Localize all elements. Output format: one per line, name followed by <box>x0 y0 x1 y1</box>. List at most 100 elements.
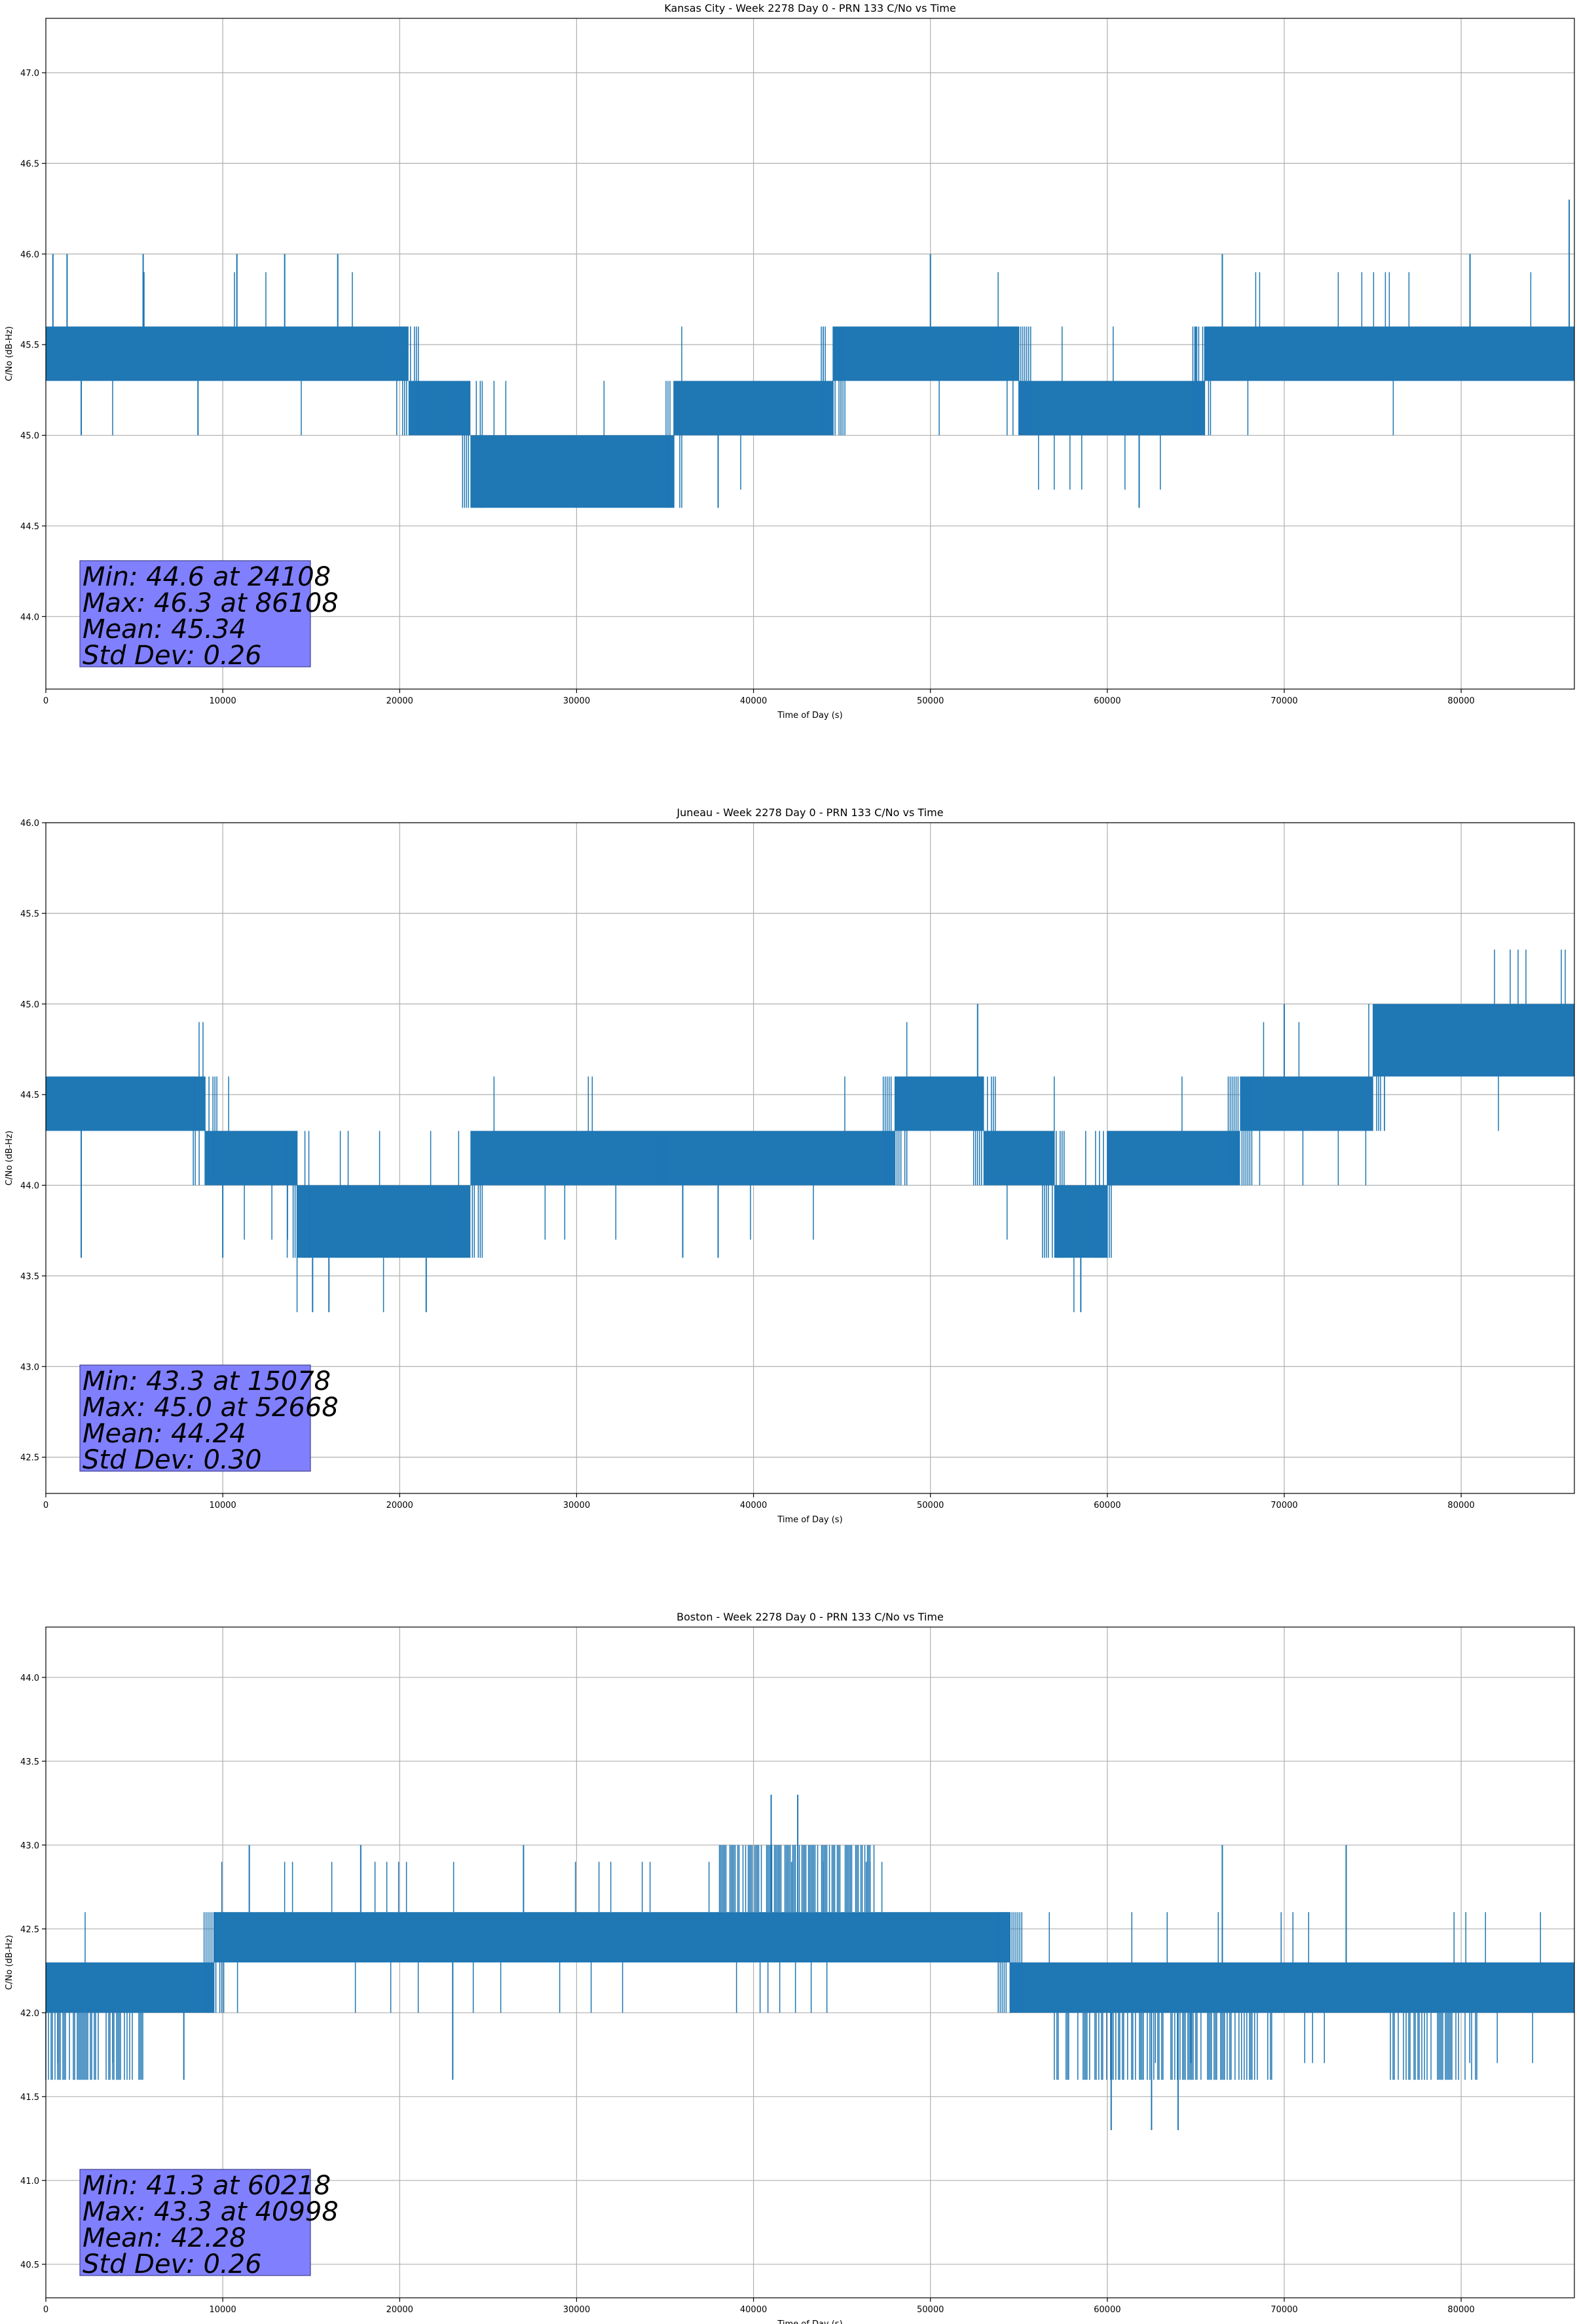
stats-box <box>79 560 311 667</box>
y-tick-label: 44.0 <box>20 612 39 622</box>
data-band <box>833 326 1019 381</box>
x-tick-label: 70000 <box>1271 696 1297 706</box>
x-tick-label: 50000 <box>917 696 944 706</box>
x-tick-label: 50000 <box>917 2305 944 2315</box>
x-axis-label: Time of Day (s) <box>777 1515 842 1525</box>
x-tick-label: 50000 <box>917 1501 944 1510</box>
x-tick-label: 30000 <box>563 696 590 706</box>
x-tick-label: 0 <box>43 696 48 706</box>
x-tick-label: 20000 <box>386 1501 413 1510</box>
chart-panel-2: 0 10000 20000 30000 40000 50000 60000 70000 8000… <box>5 1611 1575 2324</box>
stats-min: Min: 41.3 at 60218 <box>83 2171 331 2201</box>
data-band <box>1107 1131 1240 1186</box>
data-series-0 <box>46 199 1574 508</box>
stats-std: Std Dev: 0.26 <box>83 641 262 671</box>
x-tick-label: 60000 <box>1094 696 1121 706</box>
data-band <box>1373 1003 1574 1077</box>
data-band <box>1018 381 1205 436</box>
x-axis-label: Time of Day (s) <box>777 2319 842 2324</box>
y-tick-label: 43.0 <box>20 1362 39 1372</box>
x-tick-label: 70000 <box>1271 2305 1297 2315</box>
y-tick-label: 43.0 <box>20 1841 39 1851</box>
stats-min: Min: 44.6 at 24108 <box>83 562 331 592</box>
x-tick-label: 0 <box>43 2305 48 2315</box>
x-axis-label: Time of Day (s) <box>777 711 842 721</box>
y-tick-label: 42.5 <box>20 1925 39 1935</box>
chart-title: Juneau - Week 2278 Day 0 - PRN 133 C/No … <box>676 806 943 819</box>
data-band <box>470 1131 656 1186</box>
y-axis-label: C/No (dB-Hz) <box>5 1131 14 1186</box>
data-band <box>1204 326 1574 381</box>
chart-title: Kansas City - Week 2278 Day 0 - PRN 133 … <box>664 2 955 14</box>
x-tick-label: 20000 <box>386 696 413 706</box>
chart-panel-1: 0 10000 20000 30000 40000 50000 60000 70000 8000… <box>5 806 1575 1525</box>
y-tick-label: 44.0 <box>20 1674 39 1683</box>
y-tick-label: 41.5 <box>20 2093 39 2103</box>
y-tick-label: 44.5 <box>20 1091 39 1100</box>
plot-frame <box>45 18 1575 690</box>
y-tick-label: 45.0 <box>20 1000 39 1010</box>
data-band <box>46 326 409 381</box>
y-tick-label: 46.0 <box>20 250 39 260</box>
stats-mean: Mean: 45.34 <box>83 614 246 645</box>
x-tick-label: 60000 <box>1094 1501 1121 1510</box>
data-band <box>1010 1962 1574 2013</box>
y-tick-label: 45.5 <box>20 341 39 350</box>
x-tick-label: 0 <box>43 1501 48 1510</box>
data-band <box>1054 1185 1107 1258</box>
y-axis-label: C/No (dB-Hz) <box>5 326 14 381</box>
data-band <box>213 1912 1011 1962</box>
y-tick-label: 44.5 <box>20 522 39 532</box>
y-tick-label: 42.5 <box>20 1453 39 1463</box>
data-band <box>297 1185 471 1258</box>
stats-max: Max: 43.3 at 40998 <box>83 2197 339 2227</box>
plot-frame <box>45 1626 1575 2298</box>
y-tick-label: 47.0 <box>20 69 39 79</box>
y-tick-label: 46.0 <box>20 819 39 829</box>
data-band <box>895 1076 984 1131</box>
x-tick-label: 40000 <box>740 2305 767 2315</box>
data-band <box>408 381 471 436</box>
stats-std: Std Dev: 0.30 <box>83 1445 262 1475</box>
x-tick-label: 70000 <box>1271 1501 1297 1510</box>
stats-box <box>79 2169 311 2276</box>
y-tick-label: 46.5 <box>20 159 39 169</box>
x-tick-label: 10000 <box>209 696 236 706</box>
stats-std: Std Dev: 0.26 <box>83 2249 262 2279</box>
stats-mean: Mean: 44.24 <box>83 1419 246 1449</box>
stats-min: Min: 43.3 at 15078 <box>83 1366 331 1396</box>
plot-frame <box>45 822 1575 1494</box>
data-band <box>46 1076 206 1131</box>
y-tick-label: 43.5 <box>20 1272 39 1282</box>
x-tick-label: 60000 <box>1094 2305 1121 2315</box>
x-tick-label: 10000 <box>209 1501 236 1510</box>
y-tick-label: 40.5 <box>20 2260 39 2270</box>
data-band <box>983 1131 1054 1186</box>
chart-title: Boston - Week 2278 Day 0 - PRN 133 C/No … <box>677 1611 944 1623</box>
stats-box <box>79 1364 311 1472</box>
x-tick-label: 10000 <box>209 2305 236 2315</box>
x-tick-label: 20000 <box>386 2305 413 2315</box>
chart-panel-0: 0 10000 20000 30000 40000 50000 60000 70000 8000… <box>5 2 1575 721</box>
x-tick-label: 40000 <box>740 696 767 706</box>
data-series-1 <box>46 949 1574 1313</box>
x-tick-label: 30000 <box>563 1501 590 1510</box>
data-band <box>656 1131 895 1186</box>
data-band <box>470 435 674 508</box>
x-tick-label: 30000 <box>563 2305 590 2315</box>
x-tick-label: 80000 <box>1447 696 1474 706</box>
y-tick-label: 45.5 <box>20 909 39 919</box>
data-band <box>673 381 834 436</box>
data-band <box>1240 1076 1373 1131</box>
y-tick-label: 45.0 <box>20 432 39 441</box>
data-series-2 <box>45 1795 1574 2130</box>
x-tick-label: 40000 <box>740 1501 767 1510</box>
y-tick-label: 43.5 <box>20 1757 39 1767</box>
y-tick-label: 42.0 <box>20 2009 39 2019</box>
y-axis-label: C/No (dB-Hz) <box>5 1935 14 1990</box>
x-tick-label: 80000 <box>1447 2305 1474 2315</box>
y-tick-label: 44.0 <box>20 1182 39 1191</box>
data-band <box>205 1131 297 1186</box>
stats-mean: Mean: 42.28 <box>83 2223 246 2253</box>
